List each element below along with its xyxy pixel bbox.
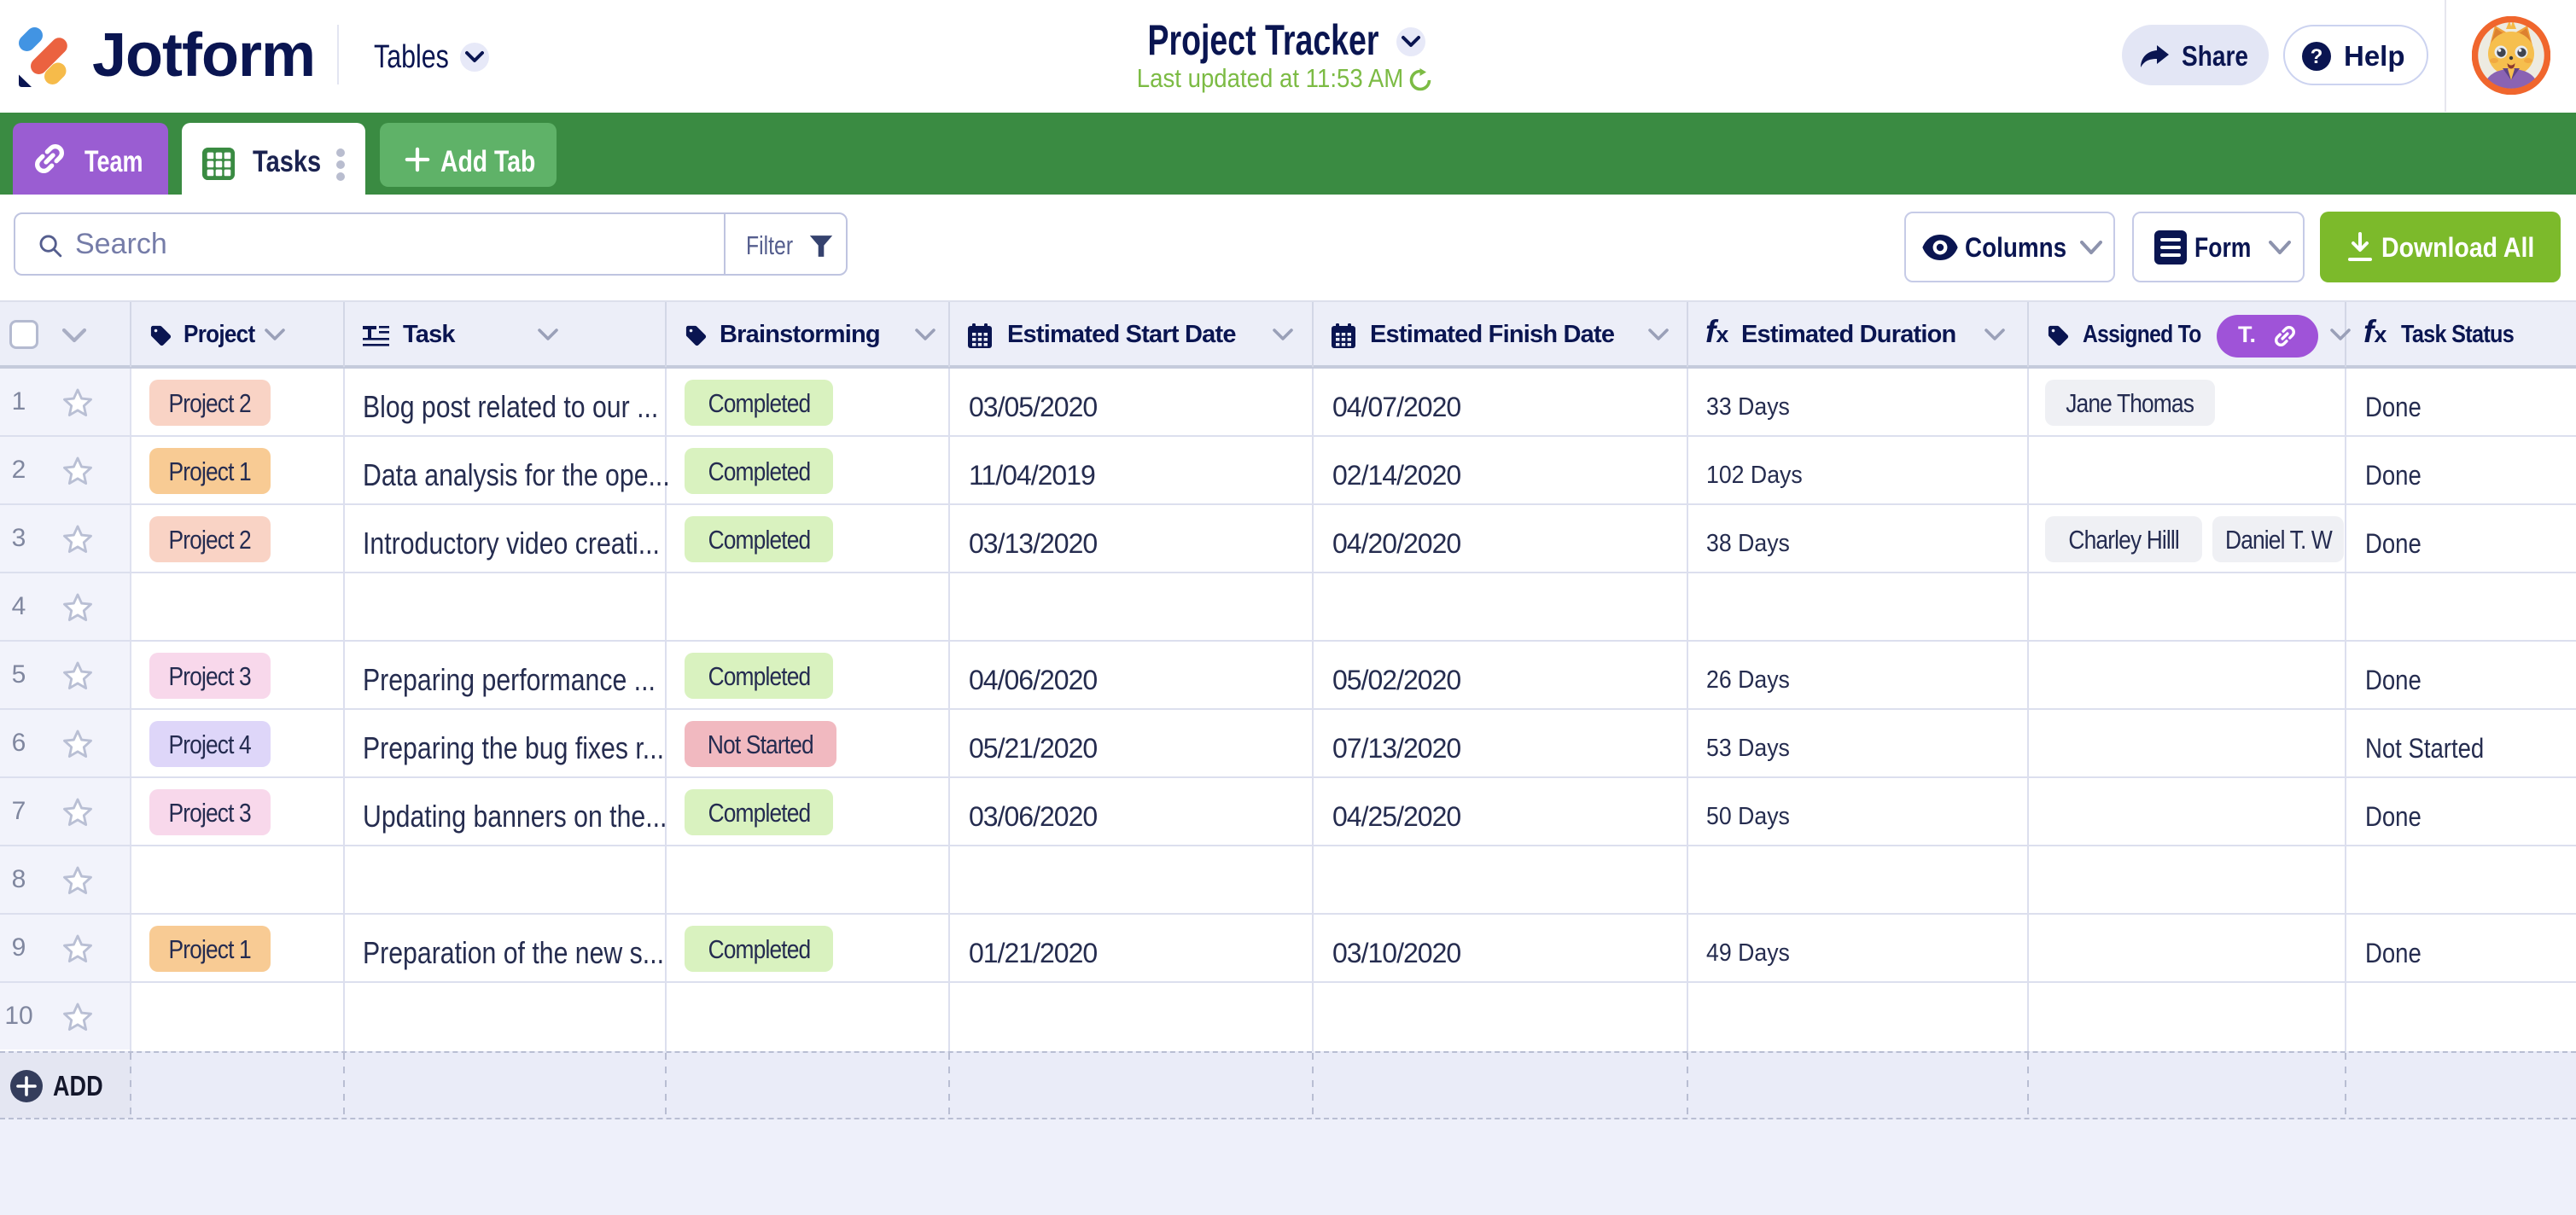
svg-text:?: ?: [2311, 45, 2323, 68]
